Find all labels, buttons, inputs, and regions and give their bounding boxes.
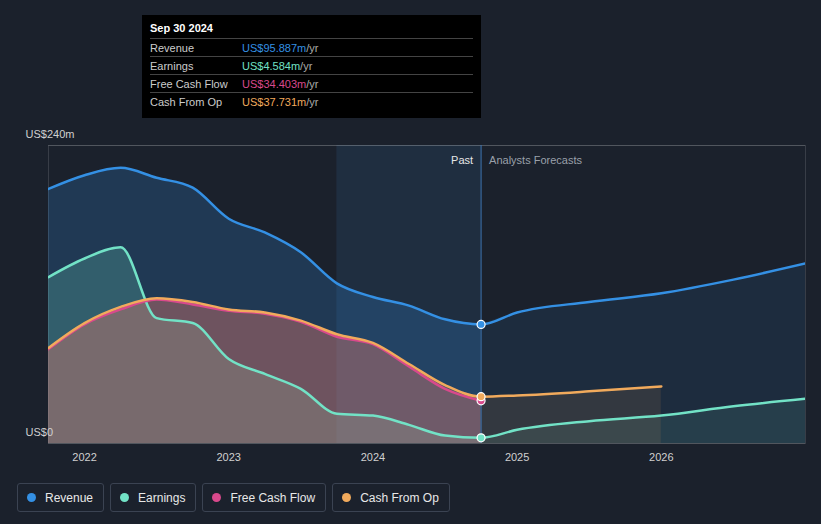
html-text:Cash From Op: Cash From Op <box>150 95 223 108</box>
svg-text:2024: 2024 <box>361 451 385 463</box>
svg-text:US$0: US$0 <box>26 426 54 438</box>
svg-text:2022: 2022 <box>72 451 96 463</box>
svg-text:US$240m: US$240m <box>26 128 75 140</box>
html-text:Earnings: Earnings <box>150 59 194 72</box>
html-text:US$34.403m /yr: US$34.403m /yr <box>242 77 319 90</box>
svg-text:2025: 2025 <box>505 451 529 463</box>
html-text:US$95.887m /yr: US$95.887m /yr <box>242 41 319 54</box>
html-text:Free Cash Flow: Free Cash Flow <box>230 490 316 505</box>
html-text:Revenue: Revenue <box>150 41 194 54</box>
html-text:US$4.584m /yr: US$4.584m /yr <box>242 59 313 72</box>
svg-text:2023: 2023 <box>216 451 240 463</box>
html-text:Sep 30 2024: Sep 30 2024 <box>150 22 213 34</box>
svg-text:Analysts Forecasts: Analysts Forecasts <box>489 154 582 166</box>
html-text:US$37.731m /yr: US$37.731m /yr <box>242 95 319 108</box>
svg-text:2026: 2026 <box>649 451 673 463</box>
html-text:Free Cash Flow: Free Cash Flow <box>150 77 228 90</box>
svg-text:Past: Past <box>451 154 473 166</box>
html-text:Cash From Op: Cash From Op <box>360 490 439 505</box>
html-text:Revenue: Revenue <box>45 490 93 505</box>
html-text:Earnings: Earnings <box>138 490 186 505</box>
